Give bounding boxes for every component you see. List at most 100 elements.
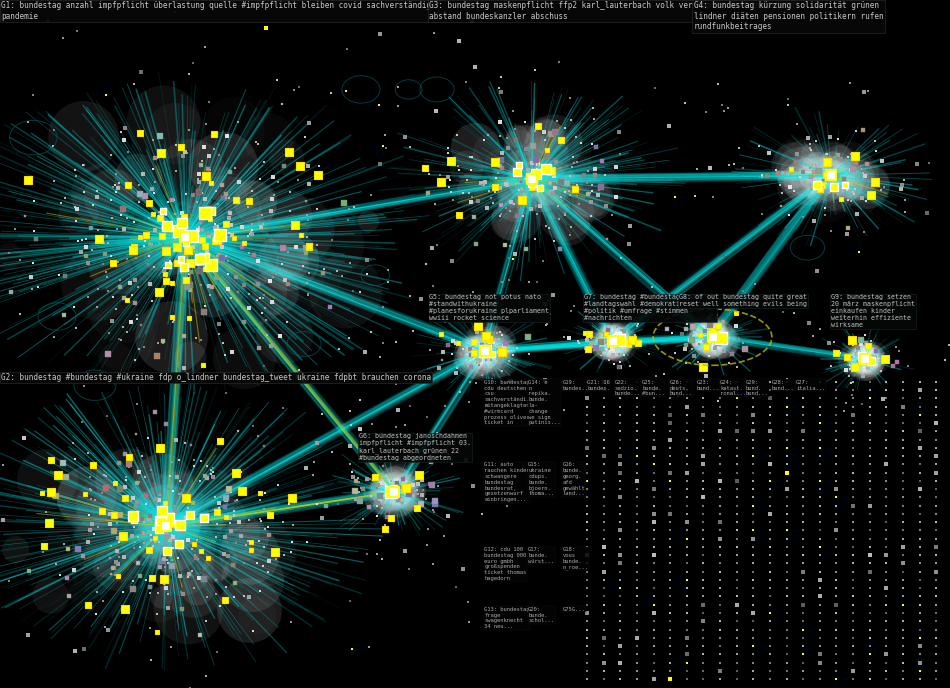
Point (188, 222, 203, 233)
Point (712, 517, 728, 528)
Point (825, 162, 840, 173)
Point (864, 190, 879, 201)
Point (912, 426, 927, 437)
Point (390, 491, 406, 502)
Point (828, 459, 844, 470)
Point (68, 171, 84, 182)
Point (663, 632, 678, 643)
Point (490, 167, 505, 178)
Point (695, 641, 711, 652)
Point (679, 624, 694, 635)
Point (812, 166, 827, 177)
Point (390, 481, 406, 492)
Point (563, 305, 579, 316)
Point (343, 406, 358, 417)
Point (812, 393, 827, 404)
Point (256, 441, 272, 452)
Point (588, 339, 603, 350)
Point (629, 393, 644, 404)
Point (198, 240, 213, 251)
Point (47, 175, 62, 186)
Point (712, 451, 728, 462)
Point (104, 192, 120, 203)
Point (459, 174, 474, 185)
Point (595, 156, 610, 167)
Point (605, 335, 620, 346)
Point (165, 531, 180, 542)
Point (812, 583, 827, 594)
Point (929, 550, 944, 561)
Point (491, 355, 506, 366)
Point (762, 665, 777, 676)
Point (879, 624, 894, 635)
Point (462, 151, 477, 162)
Point (614, 332, 629, 343)
Point (561, 185, 577, 196)
Point (105, 182, 121, 193)
Point (580, 451, 595, 462)
Point (168, 166, 183, 177)
Point (257, 524, 273, 535)
Point (700, 332, 715, 343)
Point (861, 85, 876, 96)
Point (269, 275, 284, 286)
Point (596, 340, 611, 351)
Point (830, 150, 846, 161)
Point (502, 355, 517, 366)
Point (413, 498, 428, 509)
Point (178, 232, 193, 243)
Point (809, 180, 825, 191)
Point (160, 530, 175, 541)
Point (252, 343, 267, 354)
Point (730, 426, 745, 437)
Point (601, 343, 617, 354)
Point (481, 334, 496, 345)
Point (458, 76, 473, 87)
Point (149, 608, 164, 619)
Point (857, 350, 872, 361)
Point (270, 74, 285, 85)
Point (857, 354, 872, 365)
Point (705, 329, 720, 340)
Point (690, 332, 705, 343)
Point (359, 254, 374, 265)
Point (523, 171, 539, 182)
Point (827, 153, 843, 164)
Point (256, 561, 271, 572)
Point (162, 522, 177, 533)
Point (601, 341, 617, 352)
Point (132, 541, 147, 552)
Point (112, 484, 127, 495)
Point (462, 616, 477, 627)
Point (98, 267, 113, 278)
Point (808, 136, 824, 147)
Point (799, 176, 814, 187)
Point (209, 588, 224, 599)
Point (601, 338, 617, 350)
Text: G2: bundestag #bundestag #ukraine fdp o_lindner bundestag_tweet ukraine fdpbt br: G2: bundestag #bundestag #ukraine fdp o_… (1, 373, 431, 382)
Point (476, 345, 491, 356)
Point (715, 333, 731, 344)
Point (508, 152, 523, 163)
Point (812, 475, 827, 486)
Point (375, 140, 390, 151)
Point (611, 348, 626, 359)
Point (204, 281, 219, 292)
Point (180, 282, 195, 293)
Point (566, 158, 581, 169)
Point (426, 505, 441, 516)
Point (495, 346, 510, 357)
Point (390, 81, 406, 92)
Point (762, 393, 777, 404)
Point (796, 566, 811, 577)
Point (409, 485, 425, 496)
Point (486, 338, 502, 349)
Point (226, 591, 241, 602)
Point (712, 292, 728, 303)
Point (773, 201, 788, 212)
Point (147, 537, 162, 548)
Point (108, 186, 124, 197)
Point (708, 331, 723, 342)
Point (205, 471, 220, 482)
Point (622, 361, 637, 372)
